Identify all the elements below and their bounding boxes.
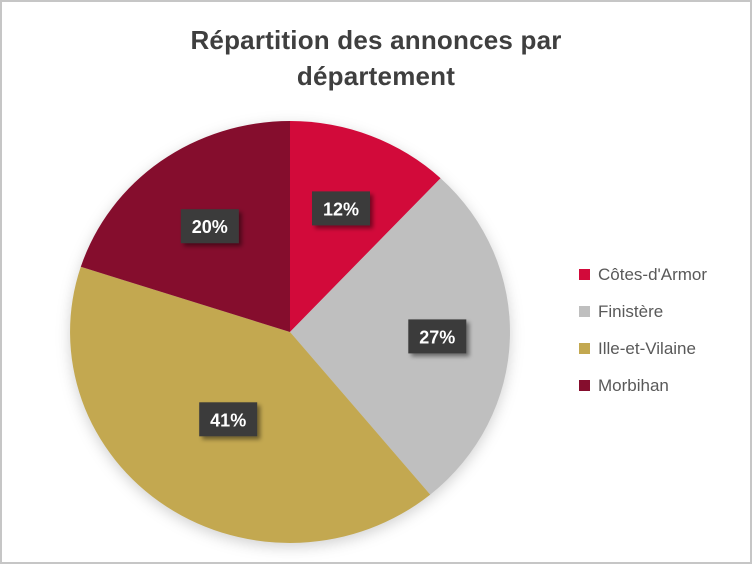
data-label-box (180, 209, 239, 244)
legend-swatch-icon (579, 380, 590, 391)
data-label: 12% (323, 199, 359, 219)
legend-item-ille-et-vilaine[interactable]: Ille-et-Vilaine (579, 330, 707, 367)
data-label: 41% (210, 410, 246, 430)
legend-label: Finistère (598, 301, 664, 321)
legend-swatch-icon (579, 269, 590, 280)
legend-item-morbihan[interactable]: Morbihan (579, 367, 707, 404)
pie-slice-finist-re[interactable] (290, 178, 510, 495)
data-labels-group: 12% 27% 41% 20% (180, 191, 467, 437)
legend-label: Ille-et-Vilaine (598, 338, 696, 358)
legend-swatch-icon (579, 306, 590, 317)
data-label: 20% (192, 217, 228, 237)
data-label-box (408, 319, 467, 354)
legend: Côtes-d'Armor Finistère Ille-et-Vilaine … (579, 256, 707, 404)
legend-item-finistere[interactable]: Finistère (579, 293, 707, 330)
legend-label: Côtes-d'Armor (598, 264, 708, 284)
data-label-box (199, 402, 258, 437)
pie-slice-c-tes-d-armor[interactable] (290, 121, 441, 332)
legend-item-cotes-d-armor[interactable]: Côtes-d'Armor (579, 256, 707, 293)
pie-chart: 12% 27% 41% 20% (70, 121, 510, 543)
data-label-box (312, 191, 370, 226)
legend-label: Morbihan (598, 375, 669, 395)
data-label: 27% (419, 327, 455, 347)
chart-title: Répartition des annonces par département (190, 25, 562, 92)
legend-swatch-icon (579, 343, 590, 354)
